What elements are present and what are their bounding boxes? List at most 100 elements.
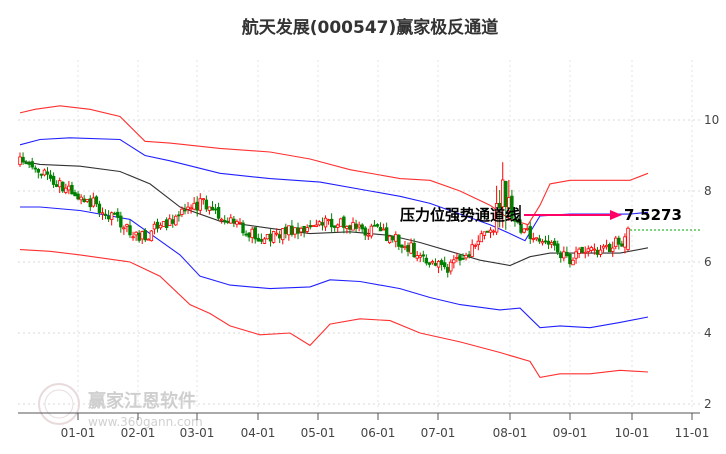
candle-body: [253, 227, 257, 240]
candle-body: [207, 206, 212, 211]
candle-body: [415, 255, 419, 259]
candle-body: [70, 184, 74, 195]
candle-body: [534, 237, 539, 240]
candle-body: [375, 224, 380, 227]
candle-body: [549, 242, 554, 245]
candle-body: [24, 162, 28, 165]
candle-body: [421, 254, 425, 257]
candle-body: [620, 243, 624, 247]
candle-body: [229, 217, 233, 224]
candle-body: [271, 231, 276, 243]
watermark-seal-icon: [38, 383, 80, 425]
watermark-seal-inner-icon: [44, 389, 74, 419]
candle-body: [617, 237, 621, 245]
candle-body: [449, 261, 453, 272]
candle-body: [308, 225, 312, 228]
candle-body: [568, 253, 572, 265]
candle-body: [556, 243, 560, 253]
candle-body: [18, 156, 22, 166]
candle-body: [607, 243, 612, 253]
x-tick-label: 05-01: [301, 426, 336, 440]
candle-body: [302, 225, 306, 233]
candle-body: [79, 196, 83, 201]
x-tick-label: 10-01: [615, 426, 650, 440]
candle-body: [61, 181, 65, 192]
x-tick-label: 11-01: [675, 426, 710, 440]
resistance-channel-value: 7.5273: [624, 206, 682, 224]
candle-body: [168, 218, 172, 226]
candle-body: [247, 232, 251, 238]
candle-body: [51, 175, 56, 185]
candle-body: [131, 236, 135, 239]
candle-body: [559, 252, 563, 259]
candle-body: [348, 225, 352, 230]
candle-body: [381, 228, 386, 231]
candle-body: [210, 206, 215, 211]
candle-body: [589, 247, 594, 251]
inner-lower-band: [20, 206, 649, 329]
candle-body: [424, 257, 429, 264]
candle-body: [510, 195, 514, 219]
candle-body: [461, 257, 465, 260]
candle-body: [287, 225, 291, 236]
candle-body: [219, 218, 224, 221]
candle-body: [476, 240, 480, 246]
candle-body: [259, 239, 264, 242]
chart-title: 航天发展(000547)赢家极反通道: [242, 17, 499, 38]
candle-body: [470, 244, 474, 257]
candle-body: [531, 238, 535, 240]
x-tick-label: 02-01: [121, 426, 156, 440]
candle-body: [30, 161, 34, 168]
candle-body: [250, 228, 254, 239]
candle-body: [238, 221, 242, 224]
candle-body: [513, 219, 517, 222]
candle-body: [235, 221, 239, 225]
candle-body: [326, 219, 331, 222]
x-tick-label: 06-01: [361, 426, 396, 440]
inner-upper-band: [19, 137, 649, 242]
candle-body: [88, 198, 92, 208]
candle-body: [501, 179, 505, 208]
candle-body: [314, 224, 319, 227]
candle-body: [155, 221, 160, 229]
candle-body: [595, 249, 600, 255]
candle-body: [281, 228, 285, 241]
candle-body: [363, 227, 367, 236]
axes: 01-01 02-01 03-01 04-01 05-01 06-01 07-01 08-01…: [18, 412, 710, 440]
candle-body: [39, 173, 44, 176]
watermark: 赢家江恩软件 www.360gann.com: [38, 383, 203, 429]
candle-body: [491, 230, 496, 233]
candle-body: [601, 245, 606, 249]
candle-body: [372, 224, 377, 227]
candle-body: [177, 214, 181, 217]
candle-body: [436, 260, 441, 268]
candle-body: [400, 244, 404, 248]
candle-body: [577, 248, 581, 254]
channel-bands: [19, 105, 700, 379]
candle-body: [537, 238, 542, 242]
candle-body: [442, 262, 447, 268]
candle-body: [583, 251, 587, 254]
candle-body: [54, 184, 59, 187]
candle-body: [342, 216, 346, 228]
candle-body: [125, 224, 129, 227]
candle-body: [387, 235, 392, 244]
watermark-brand: 赢家江恩软件: [88, 390, 196, 412]
candle-body: [195, 201, 199, 211]
candle-body: [103, 213, 108, 216]
candle-body: [64, 187, 68, 193]
candle-body: [614, 237, 618, 247]
candle-body: [296, 227, 300, 234]
candle-body: [33, 167, 37, 170]
candle-body: [113, 212, 117, 215]
candle-body: [467, 254, 471, 257]
candle-body: [540, 241, 545, 244]
candle-body: [143, 230, 147, 241]
candle-body: [394, 234, 398, 242]
candle-body: [339, 218, 343, 227]
y-tick-label: 2: [704, 397, 712, 411]
candle-body: [378, 226, 383, 232]
candle-body: [137, 232, 141, 241]
candle-body: [522, 228, 526, 233]
